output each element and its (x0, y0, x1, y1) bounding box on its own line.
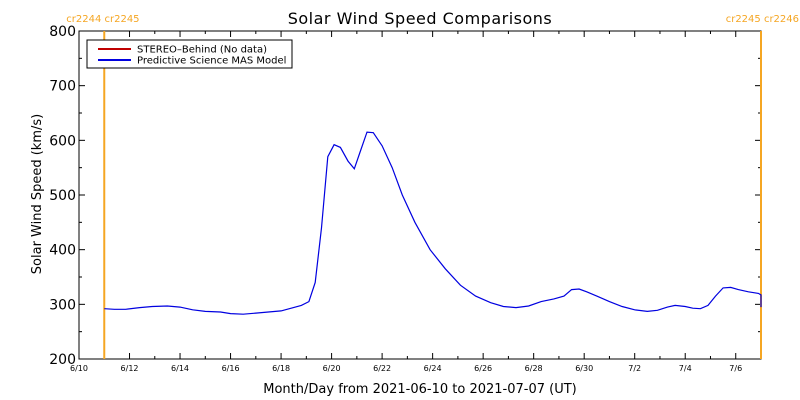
axis-ticks: 200 300 400 500 600 700 800 6/10 6/12 6/14 6/16 6/1… (49, 24, 761, 373)
x-tick-label: 7/6 (729, 364, 742, 373)
y-tick-label: 700 (49, 79, 76, 95)
series-line (104, 131, 762, 315)
y-tick-label: 200 (49, 352, 76, 368)
x-tick-label: 6/20 (323, 364, 341, 373)
legend-label: Predictive Science MAS Model (137, 56, 286, 67)
x-tick-label: 7/2 (628, 364, 641, 373)
x-tick-label: 6/10 (70, 364, 88, 373)
y-tick-label: 400 (49, 243, 76, 259)
y-tick-label: 300 (49, 297, 76, 313)
y-tick-label: 600 (49, 133, 76, 149)
y-tick-label: 800 (49, 24, 76, 40)
x-tick-label: 6/22 (373, 364, 391, 373)
x-axis-title: Month/Day from 2021-06-10 to 2021-07-07 … (263, 382, 576, 397)
x-tick-label: 6/26 (474, 364, 492, 373)
x-tick-label: 7/4 (679, 364, 692, 373)
y-axis-title: Solar Wind Speed (km/s) (30, 114, 45, 274)
series-layer (104, 131, 762, 315)
carrington-marker-label: cr2244 cr2245 (66, 14, 139, 25)
x-tick-label: 6/28 (525, 364, 543, 373)
carrington-marker-label: cr2245 cr2246 (726, 14, 799, 25)
x-tick-label: 6/16 (222, 364, 240, 373)
x-tick-label: 6/14 (171, 364, 189, 373)
x-tick-label: 6/24 (424, 364, 442, 373)
x-tick-label: 6/12 (121, 364, 139, 373)
y-tick-label: 500 (49, 188, 76, 204)
chart-title: Solar Wind Speed Comparisons (288, 9, 553, 28)
legend-box (86, 39, 293, 69)
x-tick-label: 6/30 (575, 364, 593, 373)
legend: STEREO–Behind (No data)Predictive Scienc… (86, 39, 293, 69)
x-tick-label: 6/18 (272, 364, 290, 373)
legend-label: STEREO–Behind (No data) (137, 45, 267, 56)
